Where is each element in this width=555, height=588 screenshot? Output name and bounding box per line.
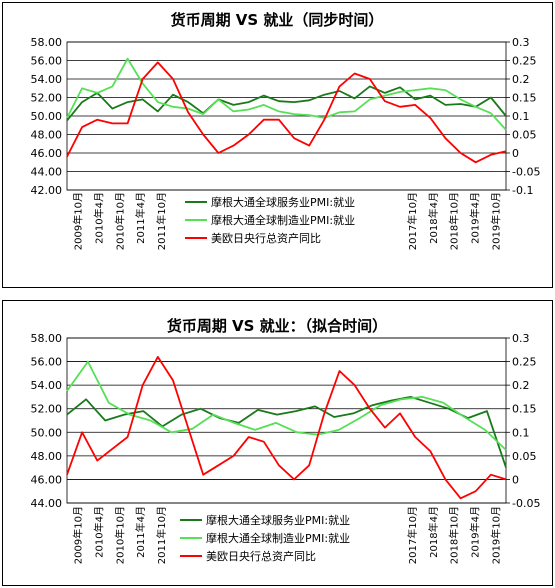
x-tick-label: 2009年10月 — [71, 192, 84, 250]
legend-label: 美欧日央行总资产同比 — [206, 549, 316, 563]
y-left-tick-label: 46.00 — [31, 473, 63, 486]
y-right-tick-label: 0.1 — [512, 426, 530, 439]
y-right-tick-label: 0 — [512, 473, 519, 486]
legend-box — [179, 192, 369, 250]
legend-box — [174, 510, 364, 568]
x-tick-label: 2018年10月 — [448, 192, 461, 250]
series-line-1 — [66, 396, 507, 468]
y-right-tick-label: 0.2 — [512, 73, 530, 86]
x-tick-label: 2019年4月 — [469, 506, 482, 558]
y-right-tick-label: -0.1 — [512, 184, 533, 197]
y-right-tick-label: 0.15 — [512, 403, 537, 416]
x-tick-label: 2011年4月 — [134, 192, 147, 244]
x-tick-label: 2010年4月 — [92, 506, 105, 558]
chart-sync-svg: 货币周期 VS 就业（同步时间） 42.00 44.00 46.00 48.00 50.0… — [31, 11, 541, 250]
chart-title: 货币周期 VS 就业：（拟合时间） — [167, 317, 387, 335]
y-left-tick-label: 58.00 — [31, 36, 63, 49]
legend-label: 美欧日央行总资产同比 — [211, 231, 321, 245]
legend-label: 摩根大通全球制造业PMI:就业 — [206, 531, 350, 545]
y-left-tick-label: 48.00 — [31, 129, 63, 142]
x-tick-label: 2019年10月 — [490, 506, 503, 564]
x-tick-label: 2017年10月 — [406, 192, 419, 250]
x-tick-label: 2019年4月 — [469, 192, 482, 244]
x-tick-label: 2010年10月 — [113, 192, 126, 250]
x-tick-label: 2011年10月 — [155, 506, 168, 564]
x-tick-label: 2018年10月 — [448, 506, 461, 564]
x-tick-label: 2010年10月 — [113, 506, 126, 564]
y-left-tick-label: 52.00 — [31, 92, 63, 105]
y-left-tick-label: 58.00 — [31, 332, 63, 345]
x-tick-label: 2010年4月 — [92, 192, 105, 244]
x-tick-label: 2011年10月 — [155, 192, 168, 250]
y-left-tick-label: 56.00 — [31, 55, 63, 68]
y-left-tick-label: 42.00 — [31, 184, 63, 197]
y-right-tick-label: 0.2 — [512, 379, 530, 392]
y-left-tick-label: 50.00 — [31, 110, 63, 123]
x-tick-label: 2009年10月 — [71, 506, 84, 564]
y-right-tick-label: 0.3 — [512, 36, 530, 49]
plot-area — [66, 337, 507, 504]
x-tick-label: 2019年10月 — [490, 192, 503, 250]
x-tick-label: 2017年10月 — [406, 506, 419, 564]
y-left-tick-label: 46.00 — [31, 147, 63, 160]
x-tick-label: 2018年4月 — [427, 506, 440, 558]
y-left-tick-label: 44.00 — [31, 166, 63, 179]
y-right-tick-label: 0.3 — [512, 332, 530, 345]
series-line-2 — [66, 360, 507, 451]
x-tick-label: 2011年4月 — [134, 506, 147, 558]
y-right-tick-label: -0.05 — [512, 166, 540, 179]
y-left-tick-label: 56.00 — [31, 356, 63, 369]
x-tick-label: 2018年4月 — [427, 192, 440, 244]
y-left-tick-label: 44.00 — [31, 497, 63, 510]
chart-title: 货币周期 VS 就业（同步时间） — [171, 11, 384, 29]
y-right-tick-label: 0.25 — [512, 55, 537, 68]
series-line-2 — [66, 57, 507, 131]
y-left-tick-label: 54.00 — [31, 73, 63, 86]
y-right-tick-label: 0.15 — [512, 92, 537, 105]
series-line-3 — [66, 356, 507, 500]
legend-label: 摩根大通全球服务业PMI:就业 — [211, 195, 355, 209]
series-line-1 — [66, 85, 507, 122]
y-right-tick-label: 0.1 — [512, 110, 530, 123]
y-left-tick-label: 54.00 — [31, 379, 63, 392]
chart-panel-fit: 货币周期 VS 就业：（拟合时间） 44.00 46.00 48.00 50.00 52.… — [0, 298, 555, 588]
chart-fit-svg: 货币周期 VS 就业：（拟合时间） 44.00 46.00 48.00 50.00 52.… — [31, 317, 540, 568]
y-left-tick-label: 52.00 — [31, 403, 63, 416]
y-left-tick-label: 50.00 — [31, 426, 63, 439]
series-line-3 — [66, 61, 507, 164]
legend-label: 摩根大通全球服务业PMI:就业 — [206, 513, 350, 527]
y-right-tick-label: 0.05 — [512, 450, 537, 463]
y-right-tick-label: 0.25 — [512, 356, 537, 369]
y-right-tick-label: 0 — [512, 147, 519, 160]
y-right-tick-label: -0.05 — [512, 497, 540, 510]
y-right-tick-label: 0.05 — [512, 129, 537, 142]
legend-label: 摩根大通全球制造业PMI:就业 — [211, 213, 355, 227]
y-left-tick-label: 48.00 — [31, 450, 63, 463]
chart-panel-sync: 货币周期 VS 就业（同步时间） 42.00 44.00 46.00 48.00 50.0… — [0, 0, 555, 290]
